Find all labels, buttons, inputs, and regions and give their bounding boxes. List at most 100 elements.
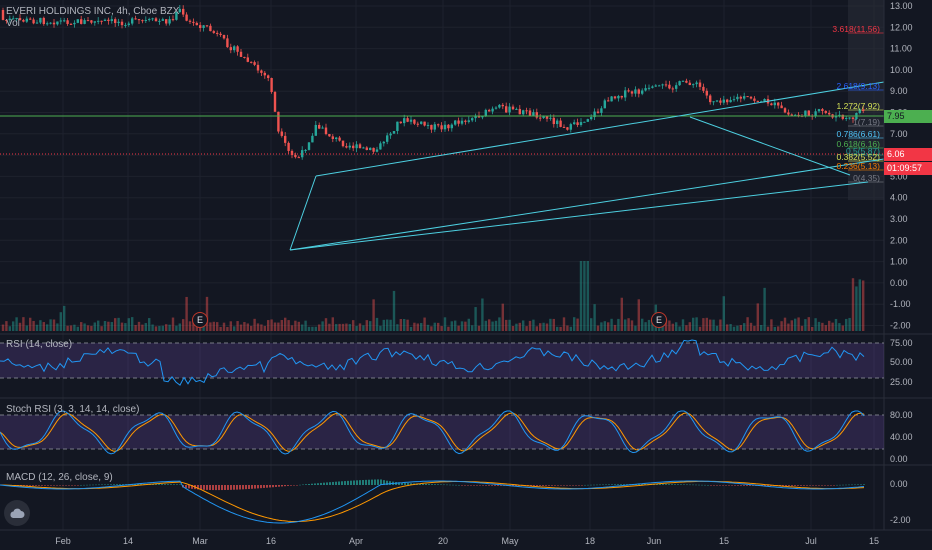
stoch-legend[interactable]: Stoch RSI (3, 3, 14, 14, close) — [6, 404, 140, 415]
volume-bar — [658, 325, 661, 331]
candle-body — [603, 100, 606, 109]
rsi-pane[interactable] — [0, 339, 884, 386]
volume-bar — [773, 326, 776, 331]
macd-histogram-bar — [77, 485, 79, 486]
candle-body — [253, 62, 256, 65]
macd-histogram-bar — [260, 485, 262, 489]
macd-histogram-bar — [50, 485, 52, 486]
time-axis[interactable]: Feb 14 Mar 16 Apr 20 May 18 Jun 15 Jul 15 — [55, 536, 879, 546]
macd-axis[interactable]: 0.00 -2.00 — [890, 479, 911, 525]
macd-histogram-bar — [230, 485, 232, 490]
macd-histogram-bar — [431, 484, 433, 485]
support-line[interactable] — [289, 181, 869, 251]
candle-body — [382, 141, 385, 144]
macd-histogram-bar — [512, 485, 514, 486]
volume-bar — [250, 325, 253, 331]
tradingview-cloud-icon[interactable] — [4, 500, 30, 526]
candle-body — [199, 25, 202, 28]
candle-body — [753, 98, 756, 101]
stoch-rsi-pane[interactable] — [0, 410, 884, 455]
candle-body — [528, 110, 532, 116]
price-candles[interactable] — [1, 5, 865, 160]
macd-histogram-bar — [836, 484, 838, 486]
candle-body — [369, 147, 372, 150]
macd-histogram-bar — [38, 485, 40, 486]
macd-histogram-bar — [473, 485, 475, 486]
macd-histogram-bar — [425, 483, 427, 485]
candle-body — [311, 135, 314, 143]
macd-histogram-bar — [62, 485, 64, 486]
candle-body — [307, 142, 311, 150]
channel-left-edge[interactable] — [289, 175, 317, 251]
candle-body — [770, 103, 773, 106]
volume-bar — [600, 322, 603, 331]
macd-histogram-bar — [29, 485, 31, 486]
volume-bar — [477, 325, 481, 331]
volume-bar — [542, 322, 545, 331]
volume-bar — [124, 323, 127, 331]
fibonacci-extension[interactable] — [848, 0, 884, 200]
macd-histogram-bar — [56, 485, 58, 486]
macd-histogram-bar — [185, 485, 187, 488]
volume-bar — [814, 318, 817, 331]
macd-histogram-bar — [584, 484, 586, 486]
symbol-title[interactable]: EVERI HOLDINGS INC, 4h, Cboe BZX — [6, 6, 180, 17]
volume-bar — [593, 304, 596, 331]
volume-bar — [392, 290, 396, 331]
rsi-legend[interactable]: RSI (14, close) — [6, 339, 73, 350]
volume-bar — [447, 326, 450, 331]
macd-histogram-bar — [497, 485, 499, 486]
time-tick-label: 15 — [719, 536, 729, 546]
candle-body — [440, 125, 443, 130]
candle-body — [848, 117, 851, 119]
fib-level-label: 3.618(11.56) — [832, 24, 880, 34]
macd-histogram-bar — [407, 483, 409, 485]
volume-bar — [246, 323, 249, 331]
macd-pane[interactable] — [0, 479, 865, 524]
macd-histogram-bar — [563, 485, 565, 486]
candle-body — [549, 117, 552, 119]
stoch-axis[interactable]: 80.00 40.00 0.00 — [890, 410, 913, 464]
macd-histogram-bar — [626, 484, 628, 485]
macd-histogram-bar — [119, 484, 121, 485]
volume-bar — [114, 318, 117, 331]
candle-body — [324, 127, 328, 135]
earnings-event-marker[interactable]: E — [192, 312, 208, 328]
trend-drawings[interactable] — [0, 81, 885, 251]
rsi-axis[interactable]: 75.00 50.00 25.00 — [890, 338, 913, 387]
candle-body — [318, 124, 321, 129]
volume-bar — [18, 322, 22, 331]
fib-level-label: 0(4.35) — [853, 173, 880, 183]
macd-histogram-bar — [797, 485, 799, 486]
volume-legend[interactable]: Vol — [6, 18, 20, 29]
candle-body — [103, 19, 107, 21]
candle-body — [141, 20, 144, 22]
candle-body — [709, 95, 712, 103]
volume-bar — [675, 322, 678, 331]
channel-upper-line[interactable] — [315, 81, 885, 177]
candle-body — [365, 147, 368, 150]
candle-body — [702, 86, 705, 91]
volume-bar — [862, 280, 865, 331]
macd-histogram-bar — [467, 485, 469, 486]
volume-bar — [702, 318, 705, 331]
earnings-event-marker[interactable]: E — [651, 312, 667, 328]
price-tick-label: 11.00 — [890, 44, 912, 54]
wedge-upper-line[interactable] — [689, 116, 851, 176]
macd-histogram-bar — [305, 484, 307, 485]
macd-histogram-bar — [560, 485, 562, 486]
volume-bar — [195, 325, 198, 331]
macd-legend[interactable]: MACD (12, 26, close, 9) — [6, 472, 113, 483]
fib-level-label: 1.272(7.92) — [837, 101, 881, 111]
macd-histogram-bar — [422, 483, 424, 485]
macd-histogram-bar — [815, 485, 817, 486]
candle-body — [290, 150, 294, 155]
candle-body — [284, 135, 287, 143]
macd-histogram-bar — [443, 484, 445, 486]
volume-bar — [437, 322, 440, 331]
volume-bar — [705, 317, 708, 331]
volume-bar — [596, 325, 600, 331]
channel-lower-line[interactable] — [289, 158, 885, 251]
volume-bar — [464, 321, 467, 331]
